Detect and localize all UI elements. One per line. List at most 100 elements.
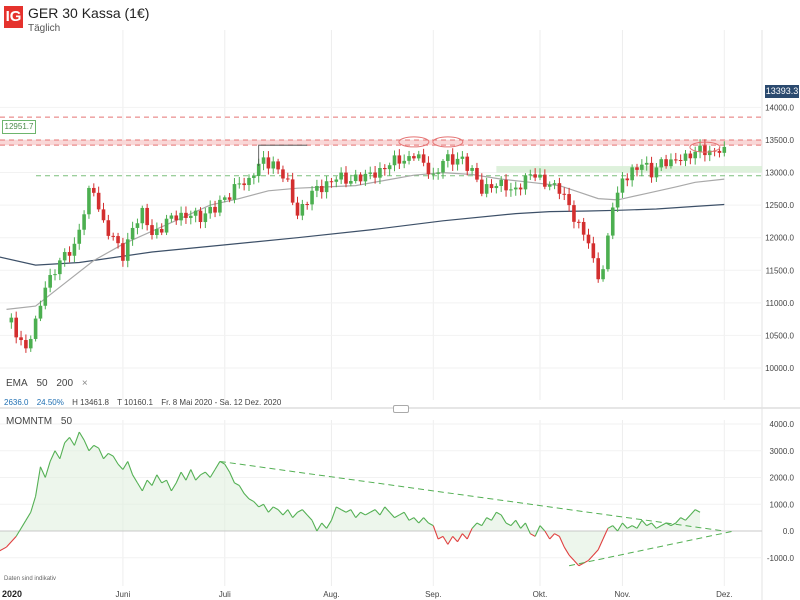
change-value: 2636.0 bbox=[4, 398, 29, 407]
green-zone bbox=[496, 166, 762, 173]
momentum-segment bbox=[175, 471, 182, 484]
candle-body bbox=[358, 174, 363, 182]
momentum-segment bbox=[694, 509, 701, 513]
candle-body bbox=[116, 236, 120, 244]
candle-body bbox=[159, 229, 164, 233]
x-tick-label: Sep. bbox=[425, 590, 441, 599]
y-tick-label: 13500.0 bbox=[765, 136, 794, 145]
candle-body bbox=[58, 260, 62, 275]
candle-body bbox=[494, 185, 499, 189]
candle-body bbox=[363, 173, 368, 182]
momentum-segment bbox=[491, 511, 497, 521]
candle-body bbox=[145, 207, 149, 226]
momentum-segment bbox=[263, 503, 269, 513]
candle-body bbox=[9, 317, 14, 323]
candle-body bbox=[111, 235, 115, 237]
momentum-segment bbox=[423, 517, 429, 524]
momentum-segment bbox=[78, 431, 85, 441]
chart-header: IG GER 30 Kassa (1€) Täglich bbox=[0, 0, 600, 44]
momentum-segment bbox=[224, 463, 231, 473]
momentum-tick-label: 3000.0 bbox=[770, 447, 795, 456]
candle-body bbox=[329, 181, 334, 183]
momentum-segment bbox=[301, 509, 308, 516]
momentum-segment bbox=[350, 509, 357, 518]
momentum-segment bbox=[617, 522, 623, 532]
y-tick-label: 10000.0 bbox=[765, 364, 794, 373]
x-tick-label: Okt. bbox=[533, 590, 548, 599]
momentum-segment bbox=[360, 511, 366, 516]
candle-body bbox=[106, 220, 111, 236]
candle-body bbox=[703, 145, 707, 156]
momentum-segment bbox=[185, 469, 192, 481]
candle-body bbox=[596, 258, 600, 280]
candle-body bbox=[77, 229, 82, 244]
instrument-title[interactable]: GER 30 Kassa (1€) bbox=[28, 5, 150, 21]
momentum-segment bbox=[563, 546, 570, 556]
close-icon[interactable]: × bbox=[81, 378, 88, 389]
momentum-segment bbox=[112, 455, 119, 465]
x-tick-label: Dez. bbox=[716, 590, 732, 599]
candle-body bbox=[125, 239, 130, 261]
candle-body bbox=[674, 159, 678, 161]
candle-body bbox=[543, 174, 547, 187]
candle-body bbox=[19, 337, 23, 341]
candle-body bbox=[62, 252, 67, 261]
momentum-segment bbox=[151, 474, 158, 486]
candle-body bbox=[615, 192, 620, 208]
candle-body bbox=[227, 197, 232, 200]
momentum-segment bbox=[515, 520, 522, 529]
momentum-segment bbox=[267, 506, 274, 513]
y-tick-label: 11000.0 bbox=[766, 299, 795, 308]
candle-body bbox=[276, 161, 280, 170]
candle-body bbox=[208, 206, 212, 214]
timeframe-label[interactable]: Täglich bbox=[28, 23, 61, 34]
momentum-segment bbox=[282, 509, 289, 516]
price-levels bbox=[0, 116, 762, 177]
candle-body bbox=[315, 186, 319, 191]
momentum-segment bbox=[461, 533, 468, 540]
candle-body bbox=[290, 179, 295, 203]
annotations bbox=[258, 136, 721, 167]
candle-body bbox=[523, 175, 528, 190]
top-marker bbox=[432, 136, 464, 148]
momentum-segment bbox=[272, 506, 279, 511]
disclaimer: Daten sind indikativ bbox=[4, 576, 57, 582]
red-zone bbox=[0, 139, 762, 146]
momentum-segment bbox=[156, 474, 163, 484]
pane-resize-handle[interactable] bbox=[393, 405, 409, 413]
momentum-segment bbox=[510, 519, 517, 527]
highlight-zones bbox=[0, 139, 762, 173]
candle-body bbox=[373, 172, 377, 178]
ema-indicator-legend[interactable]: EMA 50 200 × bbox=[6, 378, 94, 389]
momentum-segment bbox=[248, 498, 255, 503]
candle-body bbox=[547, 184, 552, 187]
high-value: H 13461.8 bbox=[72, 398, 109, 407]
momentum-segment bbox=[93, 444, 99, 449]
momentum-segment bbox=[306, 514, 313, 521]
momentum-segment bbox=[384, 506, 391, 513]
momentum-segment bbox=[534, 525, 541, 537]
momentum-segment bbox=[180, 471, 187, 481]
x-tick-label: Juni bbox=[116, 590, 131, 599]
ema-name: EMA bbox=[6, 378, 28, 389]
momentum-segment bbox=[622, 522, 628, 529]
candle-body bbox=[271, 161, 276, 169]
candle-body bbox=[392, 155, 397, 166]
momentum-segment bbox=[258, 503, 264, 508]
candle-body bbox=[33, 318, 38, 339]
candle-body bbox=[121, 243, 125, 261]
momentum-segment bbox=[365, 511, 371, 516]
candle-body bbox=[707, 150, 712, 156]
momentum-legend[interactable]: MOMNTM 50 bbox=[6, 416, 78, 427]
momentum-tick-label: 4000.0 bbox=[770, 420, 795, 429]
momentum-trendlines bbox=[219, 460, 735, 567]
momentum-segment bbox=[6, 535, 17, 548]
momentum-segment bbox=[326, 520, 332, 529]
momentum-segment bbox=[568, 554, 575, 561]
momentum-segment bbox=[204, 471, 211, 478]
candle-body bbox=[480, 179, 484, 194]
candle-body bbox=[140, 207, 145, 224]
momentum-segment bbox=[403, 511, 410, 521]
candle-body bbox=[606, 235, 610, 270]
